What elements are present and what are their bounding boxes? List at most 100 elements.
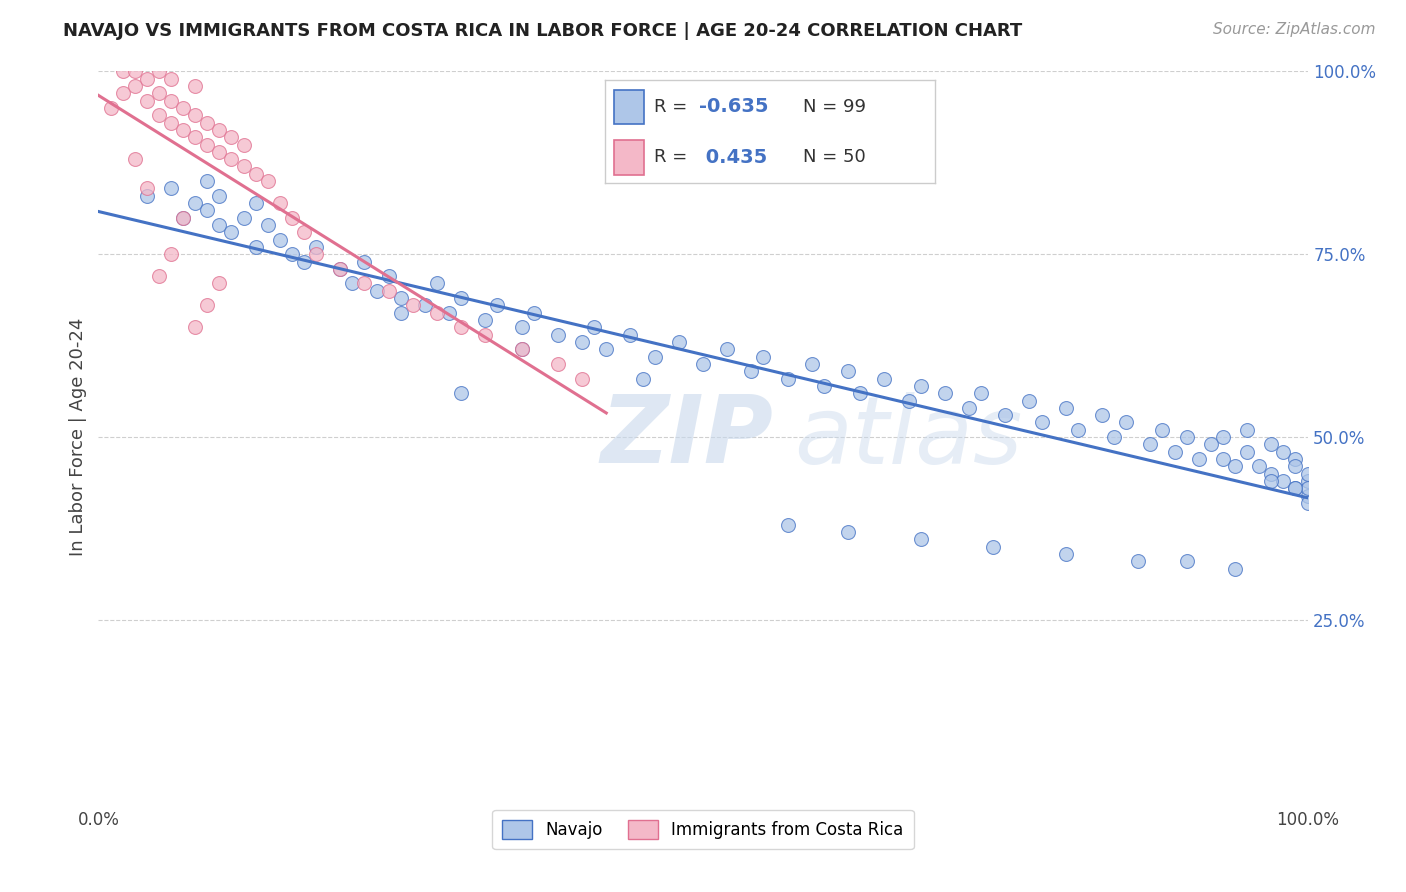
- Point: [849, 386, 872, 401]
- Point: [195, 174, 218, 188]
- Point: [837, 525, 859, 540]
- Point: [208, 145, 231, 159]
- Point: [1054, 401, 1077, 415]
- Point: [148, 269, 170, 284]
- Point: [510, 343, 533, 357]
- Point: [208, 218, 231, 232]
- Point: [160, 115, 183, 129]
- Point: [1260, 467, 1282, 481]
- Point: [256, 174, 278, 188]
- Point: [510, 320, 533, 334]
- Point: [1284, 481, 1306, 495]
- Point: [124, 152, 146, 166]
- Point: [716, 343, 738, 357]
- Point: [910, 533, 932, 547]
- Point: [184, 78, 207, 93]
- Point: [172, 101, 194, 115]
- Point: [692, 357, 714, 371]
- Point: [184, 108, 207, 122]
- Point: [195, 137, 218, 152]
- Point: [353, 277, 375, 291]
- Point: [124, 64, 146, 78]
- Point: [1018, 393, 1040, 408]
- Point: [873, 371, 896, 385]
- Point: [305, 240, 328, 254]
- Point: [135, 71, 157, 86]
- Point: [1175, 554, 1198, 568]
- Point: [619, 327, 641, 342]
- Point: [292, 225, 315, 239]
- Point: [668, 334, 690, 349]
- Point: [1199, 437, 1222, 451]
- Point: [1249, 459, 1271, 474]
- Point: [910, 379, 932, 393]
- Point: [160, 71, 183, 86]
- Point: [111, 64, 134, 78]
- Point: [776, 517, 799, 532]
- Point: [740, 364, 762, 378]
- Point: [800, 357, 823, 371]
- Point: [1128, 554, 1150, 568]
- FancyBboxPatch shape: [614, 89, 644, 124]
- Point: [221, 225, 243, 239]
- Point: [1212, 430, 1234, 444]
- Point: [752, 350, 775, 364]
- Point: [402, 298, 425, 312]
- Point: [1284, 452, 1306, 467]
- Point: [437, 306, 460, 320]
- Point: [1175, 430, 1198, 444]
- Point: [1139, 437, 1161, 451]
- Point: [413, 298, 436, 312]
- Point: [135, 94, 157, 108]
- Point: [172, 211, 194, 225]
- Point: [523, 306, 546, 320]
- Text: -0.635: -0.635: [699, 97, 768, 117]
- Point: [644, 350, 666, 364]
- Point: [474, 313, 496, 327]
- Point: [510, 343, 533, 357]
- Point: [1260, 437, 1282, 451]
- Point: [450, 320, 472, 334]
- Point: [353, 254, 375, 268]
- Point: [208, 188, 231, 202]
- Point: [124, 78, 146, 93]
- Point: [595, 343, 617, 357]
- Point: [547, 327, 569, 342]
- Point: [934, 386, 956, 401]
- Point: [377, 284, 399, 298]
- Point: [631, 371, 654, 385]
- Point: [221, 152, 243, 166]
- Point: [547, 357, 569, 371]
- Point: [208, 123, 231, 137]
- Point: [208, 277, 231, 291]
- Point: [256, 218, 278, 232]
- Point: [981, 540, 1004, 554]
- Point: [970, 386, 993, 401]
- Point: [426, 306, 449, 320]
- Point: [1163, 444, 1185, 458]
- Point: [329, 261, 352, 276]
- Text: NAVAJO VS IMMIGRANTS FROM COSTA RICA IN LABOR FORCE | AGE 20-24 CORRELATION CHAR: NAVAJO VS IMMIGRANTS FROM COSTA RICA IN …: [63, 22, 1022, 40]
- Point: [1296, 481, 1319, 495]
- Point: [292, 254, 315, 268]
- Point: [583, 320, 606, 334]
- Point: [994, 408, 1017, 422]
- Point: [389, 291, 412, 305]
- Point: [281, 247, 304, 261]
- Point: [329, 261, 352, 276]
- Point: [232, 211, 254, 225]
- Point: [1223, 562, 1246, 576]
- Point: [1272, 444, 1295, 458]
- Point: [184, 130, 207, 145]
- Point: [1152, 423, 1174, 437]
- Point: [148, 108, 170, 122]
- Point: [1188, 452, 1211, 467]
- Text: R =: R =: [654, 98, 693, 116]
- Point: [195, 298, 218, 312]
- Text: 0.435: 0.435: [699, 148, 768, 167]
- Point: [486, 298, 509, 312]
- Legend: Navajo, Immigrants from Costa Rica: Navajo, Immigrants from Costa Rica: [492, 810, 914, 849]
- Point: [571, 334, 593, 349]
- Point: [148, 87, 170, 101]
- Point: [135, 181, 157, 195]
